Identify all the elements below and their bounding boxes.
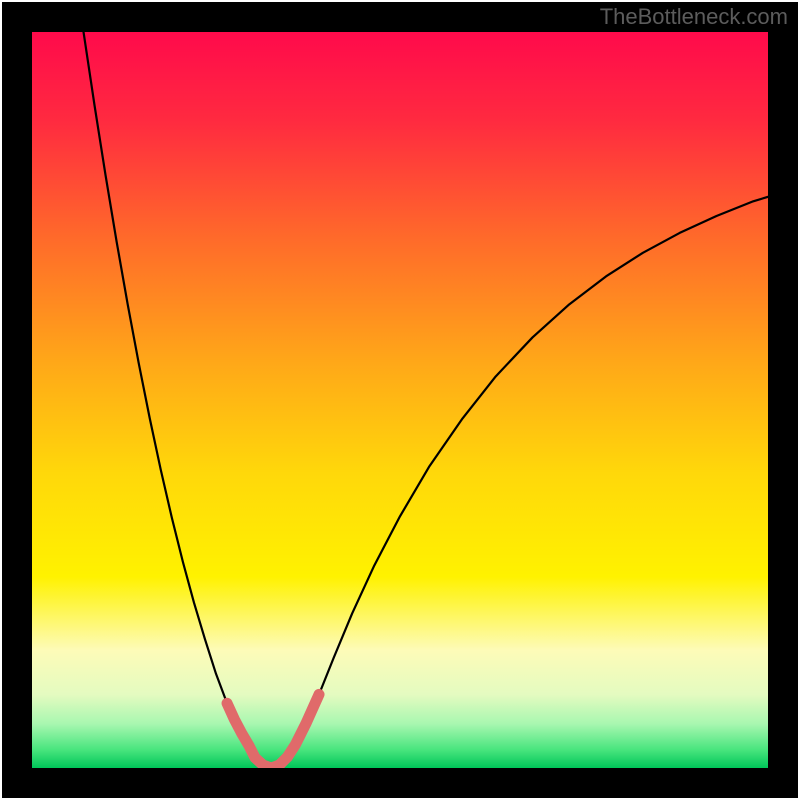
attribution-text: TheBottleneck.com: [600, 4, 788, 30]
chart-svg: [0, 0, 800, 800]
plot-background: [32, 32, 768, 768]
chart-root: TheBottleneck.com: [0, 0, 800, 800]
